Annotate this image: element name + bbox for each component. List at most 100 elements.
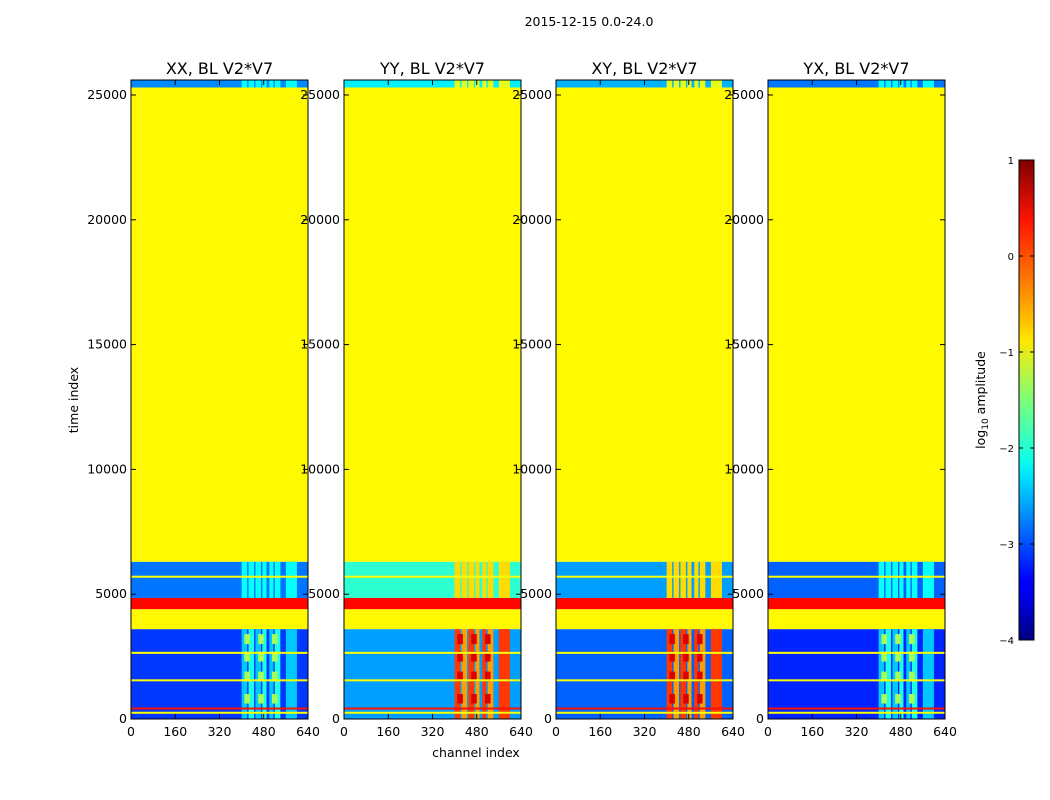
row-stripe <box>131 651 308 654</box>
row-stripe <box>131 711 308 714</box>
row-stripe <box>768 575 945 578</box>
x-tick-label: 160 <box>163 724 187 739</box>
active-column <box>285 561 297 598</box>
colorbar-tick-label: −3 <box>999 540 1014 551</box>
panel-yx: YX, BL V2*V7 0 160 320 480 640 0 5000 10000 15000… <box>724 59 957 739</box>
y-tick-label: 5000 <box>95 586 127 601</box>
colorbar-label: log10 amplitude <box>973 351 991 449</box>
y-tick-label: 25000 <box>724 87 764 102</box>
row-stripe <box>768 679 945 682</box>
y-axis-label: time index <box>66 367 81 433</box>
hot-spot <box>471 694 477 704</box>
active-column <box>482 629 487 719</box>
panel-title: XX, BL V2*V7 <box>166 59 273 78</box>
active-column <box>498 629 510 719</box>
x-tick-label: 320 <box>633 724 657 739</box>
y-tick-label: 0 <box>332 711 340 726</box>
y-tick-label: 10000 <box>300 461 340 476</box>
panel-yy: YY, BL V2*V7 0 160 320 480 640 0 5000 10000 15000… <box>300 59 533 739</box>
hot-spot <box>697 671 703 682</box>
panels-group: XX, BL V2*V7 0 160 320 480 640 0 5000 10000 15000… <box>87 59 957 739</box>
y-tick-label: 20000 <box>724 212 764 227</box>
active-column <box>285 80 297 88</box>
hot-spot <box>895 651 901 662</box>
active-column <box>269 629 274 719</box>
panel-title: YX, BL V2*V7 <box>802 59 909 78</box>
hot-spot <box>471 634 477 645</box>
active-column <box>461 80 468 88</box>
y-tick-label: 0 <box>544 711 552 726</box>
y-tick-label: 0 <box>756 711 764 726</box>
x-tick-label: 320 <box>845 724 869 739</box>
y-tick-label: 15000 <box>724 337 764 352</box>
active-column <box>248 80 255 88</box>
y-tick-label: 10000 <box>87 461 127 476</box>
colorbar-tick-label: −1 <box>999 348 1014 359</box>
x-axis-label: channel index <box>432 745 520 760</box>
hot-spot <box>669 694 675 704</box>
hot-spot <box>669 651 675 662</box>
active-column <box>262 629 267 719</box>
active-column <box>274 80 281 88</box>
y-tick-label: 5000 <box>732 586 764 601</box>
y-tick-label: 0 <box>119 711 127 726</box>
y-tick-label: 5000 <box>308 586 340 601</box>
active-column <box>911 561 918 598</box>
y-tick-label: 10000 <box>512 461 552 476</box>
flagged-band <box>344 609 521 630</box>
active-column <box>710 629 722 719</box>
x-tick-label: 320 <box>208 724 232 739</box>
figure-suptitle: 2015-12-15 0.0-24.0 <box>525 14 654 29</box>
x-tick-label: 0 <box>127 724 135 739</box>
active-column <box>468 561 474 598</box>
active-column <box>673 561 680 598</box>
row-stripe <box>344 711 521 714</box>
active-column <box>710 561 722 598</box>
active-column <box>248 561 255 598</box>
active-column <box>285 629 297 719</box>
active-column <box>694 80 699 88</box>
active-column <box>475 629 480 719</box>
hot-spot <box>669 671 675 682</box>
active-column <box>673 629 680 719</box>
x-tick-label: 0 <box>764 724 772 739</box>
active-column <box>262 561 267 598</box>
active-column <box>475 80 480 88</box>
row-stripe <box>556 711 733 714</box>
hot-spot <box>909 651 915 662</box>
active-column <box>687 629 692 719</box>
hot-spot <box>485 651 491 662</box>
hot-spot <box>683 671 689 682</box>
x-tick-label: 480 <box>889 724 913 739</box>
hot-spot <box>881 694 887 704</box>
hot-spot <box>909 634 915 645</box>
row-stripe <box>768 707 945 710</box>
active-column <box>666 80 673 88</box>
active-column <box>922 561 934 598</box>
x-tick-label: 320 <box>421 724 445 739</box>
active-column <box>885 80 892 88</box>
active-column <box>498 80 510 88</box>
colorbar-tick-label: 0 <box>1008 252 1014 263</box>
y-tick-label: 15000 <box>300 337 340 352</box>
data-region-low <box>131 629 308 719</box>
flagged-band <box>556 87 733 562</box>
colorbar-tick-label: −4 <box>999 636 1014 647</box>
hot-spot <box>881 671 887 682</box>
x-tick-label: 640 <box>509 724 533 739</box>
row-stripe <box>556 707 733 710</box>
y-tick-label: 20000 <box>87 212 127 227</box>
hot-spot <box>895 694 901 704</box>
active-column <box>262 80 267 88</box>
data-region-mid <box>131 561 308 598</box>
row-stripe <box>556 651 733 654</box>
y-tick-label: 20000 <box>300 212 340 227</box>
y-tick-label: 15000 <box>512 337 552 352</box>
hot-spot <box>485 634 491 645</box>
active-column <box>699 80 706 88</box>
row-stripe <box>556 679 733 682</box>
hot-spot <box>683 634 689 645</box>
active-column <box>710 80 722 88</box>
row-stripe <box>131 575 308 578</box>
